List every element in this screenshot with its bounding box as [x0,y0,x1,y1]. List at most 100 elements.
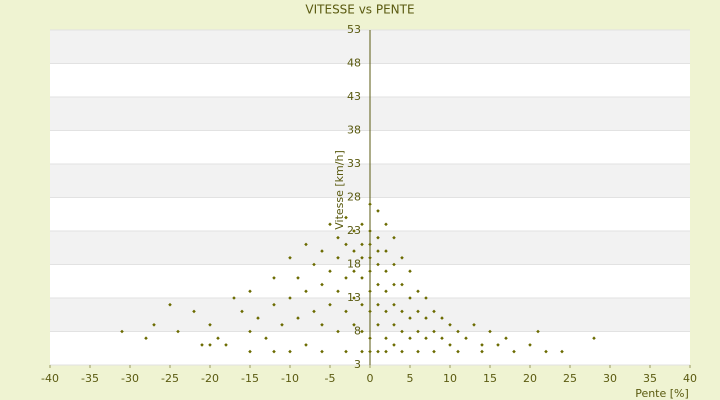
scatter-point [208,343,212,347]
scatter-point [400,329,404,334]
scatter-point [400,282,404,287]
x-tick-label: -35 [81,372,99,385]
scatter-point [432,349,436,354]
scatter-point [416,289,420,294]
scatter-point [384,222,388,227]
scatter-point [424,296,428,300]
scatter-point [480,349,484,354]
scatter-point [240,309,244,314]
scatter-point [248,329,252,334]
scatter-point [368,242,372,247]
x-tick-label: 20 [523,372,537,385]
scatter-point [352,323,356,327]
scatter-point [360,276,364,280]
scatter-point [488,329,492,334]
scatter-point [440,316,444,320]
scatter-point [592,336,596,340]
x-tick-label: -15 [241,372,259,385]
scatter-point [528,343,532,347]
y-tick-label: 43 [347,90,361,103]
scatter-point [216,336,220,340]
scatter-point [448,343,452,347]
scatter-point [472,323,476,327]
scatter-point [560,349,564,354]
scatter-point [320,249,324,253]
scatter-point [400,349,404,354]
y-tick-label: 18 [347,258,361,271]
scatter-point [352,229,356,233]
x-tick-label: -5 [325,372,336,385]
scatter-point [152,323,156,327]
scatter-point [232,296,236,300]
scatter-point [464,336,468,340]
scatter-point [176,329,180,334]
x-tick-label: 10 [443,372,457,385]
x-axis-title: Pente [%] [635,387,689,400]
scatter-point [368,202,372,206]
y-tick-label: 38 [347,124,361,137]
scatter-point [456,349,460,354]
scatter-point [368,256,372,260]
scatter-point [272,302,276,307]
scatter-point [304,242,308,247]
scatter-point [304,343,308,347]
scatter-point [144,336,148,340]
scatter-point [496,343,500,347]
scatter-point [408,269,412,273]
scatter-point [288,296,292,300]
x-tick-label: -30 [121,372,139,385]
scatter-point [432,329,436,334]
y-tick-label: 48 [347,57,361,70]
scatter-point [344,242,348,247]
scatter-point [224,343,228,347]
scatter-point [320,349,324,354]
scatter-point [272,276,276,280]
scatter-point [392,302,396,307]
scatter-point [544,349,548,354]
scatter-point [368,229,372,233]
scatter-point [456,329,460,334]
scatter-point [368,269,372,273]
scatter-point [408,296,412,300]
scatter-point [376,302,380,307]
scatter-point [344,349,348,354]
scatter-point [344,215,348,220]
scatter-point [408,336,412,340]
scatter-point [336,235,340,240]
scatter-point [296,316,300,320]
y-tick-label: 8 [354,325,361,338]
chart-title: VITESSE vs PENTE [305,3,414,17]
scatter-point [440,336,444,340]
scatter-point [352,296,356,300]
y-axis-title: Vitesse [km/h] [333,150,346,230]
x-tick-label: 25 [563,372,577,385]
scatter-point [392,323,396,327]
scatter-point [352,269,356,273]
scatter-point [384,336,388,340]
scatter-point [360,349,364,354]
scatter-point [376,323,380,327]
scatter-point [504,336,508,340]
scatter-point [208,323,212,327]
scatter-point [200,343,204,347]
scatter-point [304,289,308,294]
scatter-point [376,209,380,213]
y-tick-label: 28 [347,191,361,204]
scatter-point [384,309,388,314]
scatter-point [272,349,276,354]
scatter-point [392,282,396,287]
scatter-point [344,309,348,314]
scatter-point [336,329,340,334]
scatter-point [280,323,284,327]
scatter-point [312,309,316,314]
scatter-point [392,343,396,347]
scatter-point [376,235,380,240]
y-tick-label: 33 [347,157,361,170]
x-tick-label: -10 [281,372,299,385]
y-tick-label: 53 [347,23,361,36]
x-tick-label: -25 [161,372,179,385]
scatter-point [336,256,340,260]
scatter-point [480,343,484,347]
